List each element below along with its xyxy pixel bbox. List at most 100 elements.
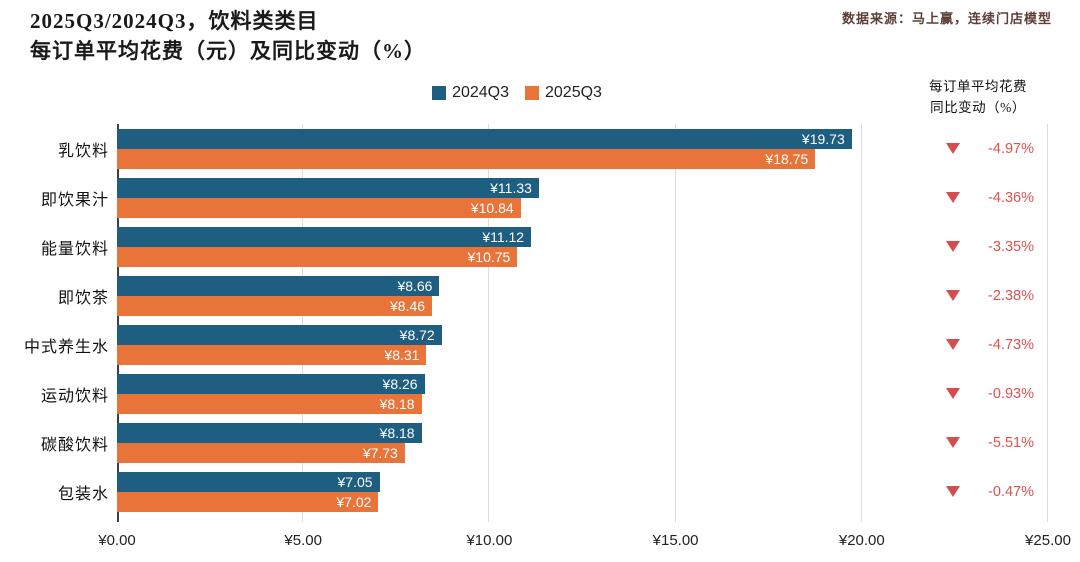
bar-row: ¥11.12 ¥10.75 -3.35% — [117, 222, 1048, 271]
bar-2024q3: ¥11.12 — [117, 226, 532, 247]
bar-2024q3: ¥8.66 — [117, 275, 440, 296]
bar-2024q3: ¥7.05 — [117, 471, 380, 492]
vertical-gridline — [488, 124, 490, 522]
legend-item-2025q3: 2025Q3 — [525, 84, 602, 102]
yoy-change-cell: -2.38% — [946, 271, 1034, 320]
bar-rows: ¥19.73 ¥18.75 -4.97% ¥11.33 ¥10.84 -4.36% ¥11.… — [117, 124, 1048, 516]
yoy-change-cell: -3.35% — [946, 222, 1034, 271]
x-axis: ¥0.00 ¥5.00 ¥10.00 ¥15.00 ¥20.00 ¥25.00 — [98, 522, 1071, 562]
yoy-change-cell: -5.51% — [946, 418, 1034, 467]
down-triangle-icon — [946, 241, 960, 252]
bar-2025q3: ¥10.75 — [117, 246, 518, 267]
bar-row: ¥7.05 ¥7.02 -0.47% — [117, 467, 1048, 516]
bar-value-label: ¥7.02 — [336, 493, 372, 510]
bar-value-label: ¥19.73 — [801, 130, 845, 147]
bar-value-label: ¥11.12 — [482, 228, 525, 245]
x-tick-label: ¥10.00 — [466, 532, 513, 549]
page-title: 2025Q3/2024Q3，饮料类类目 每订单平均花费（元）及同比变动（%） — [30, 6, 426, 66]
bar-2024q3: ¥11.33 — [117, 177, 539, 198]
bar-row: ¥8.26 ¥8.18 -0.93% — [117, 369, 1048, 418]
legend-item-label: 2025Q3 — [545, 84, 602, 101]
yoy-change-cell: -0.93% — [946, 369, 1034, 418]
category-label: 运动饮料 — [40, 387, 109, 405]
bar-2025q3: ¥8.31 — [117, 344, 427, 365]
category-label: 包装水 — [57, 485, 109, 503]
bar-value-label: ¥11.33 — [490, 179, 532, 196]
x-tick-label: ¥15.00 — [652, 532, 699, 549]
yoy-change-cell: -4.73% — [946, 320, 1034, 369]
bar-value-label: ¥18.75 — [765, 150, 809, 167]
yoy-column-header-line2: 同比变动（%） — [930, 100, 1026, 115]
bar-value-label: ¥8.72 — [399, 326, 435, 343]
bar-value-label: ¥7.73 — [362, 444, 398, 461]
data-source-note: 数据来源：马上赢，连续门店模型 — [841, 11, 1052, 26]
bar-2024q3: ¥8.18 — [117, 422, 422, 443]
category-label: 即饮果汁 — [40, 191, 109, 209]
plot-area: ¥19.73 ¥18.75 -4.97% ¥11.33 ¥10.84 -4.36% ¥11.… — [117, 124, 1048, 522]
bar-2024q3: ¥8.26 — [117, 373, 425, 394]
bar-2025q3: ¥7.73 — [117, 442, 405, 463]
bar-2025q3: ¥8.46 — [117, 295, 433, 316]
vertical-gridline — [302, 124, 304, 522]
yoy-change-value: -3.35% — [988, 238, 1034, 255]
category-label: 乳饮料 — [57, 142, 109, 160]
vertical-gridline — [860, 124, 862, 522]
yoy-change-value: -0.47% — [988, 483, 1034, 500]
bar-value-label: ¥10.75 — [467, 248, 511, 265]
bar-2025q3: ¥7.02 — [117, 491, 379, 512]
page-title-line1: 2025Q3/2024Q3，饮料类类目 — [30, 9, 319, 33]
bar-value-label: ¥8.18 — [379, 424, 415, 441]
bar-row: ¥11.33 ¥10.84 -4.36% — [117, 173, 1048, 222]
legend-swatch-icon — [525, 86, 539, 100]
yoy-column-header-line1: 每订单平均花费 — [929, 79, 1027, 94]
bar-value-label: ¥8.46 — [390, 297, 426, 314]
bar-row: ¥8.72 ¥8.31 -4.73% — [117, 320, 1048, 369]
bar-value-label: ¥8.18 — [379, 395, 415, 412]
bar-2024q3: ¥19.73 — [117, 128, 852, 149]
bar-2025q3: ¥18.75 — [117, 148, 816, 169]
yoy-change-cell: -0.47% — [946, 467, 1034, 516]
down-triangle-icon — [946, 192, 960, 203]
bar-value-label: ¥10.84 — [470, 199, 514, 216]
legend-item-2024q3: 2024Q3 — [432, 84, 509, 102]
vertical-gridline — [674, 124, 676, 522]
down-triangle-icon — [946, 143, 960, 154]
page-title-line2: 每订单平均花费（元）及同比变动（%） — [30, 39, 426, 63]
category-labels-column: 乳饮料即饮果汁能量饮料即饮茶中式养生水运动饮料碳酸饮料包装水 — [0, 124, 117, 522]
legend-item-label: 2024Q3 — [452, 84, 509, 101]
category-label: 中式养生水 — [23, 338, 109, 356]
down-triangle-icon — [946, 339, 960, 350]
yoy-column-header: 每订单平均花费 同比变动（%） — [898, 76, 1058, 118]
yoy-change-value: -4.36% — [988, 189, 1034, 206]
yoy-change-value: -4.73% — [988, 336, 1034, 353]
bar-row: ¥19.73 ¥18.75 -4.97% — [117, 124, 1048, 173]
bar-row: ¥8.66 ¥8.46 -2.38% — [117, 271, 1048, 320]
down-triangle-icon — [946, 437, 960, 448]
down-triangle-icon — [946, 486, 960, 497]
x-tick-label: ¥5.00 — [284, 532, 322, 549]
y-axis-baseline — [117, 124, 119, 522]
yoy-change-value: -0.93% — [988, 385, 1034, 402]
yoy-change-value: -4.97% — [988, 140, 1034, 157]
category-label: 能量饮料 — [40, 240, 109, 258]
bar-2025q3: ¥10.84 — [117, 197, 521, 218]
vertical-gridline — [1047, 124, 1048, 522]
x-tick-label: ¥25.00 — [1025, 532, 1071, 549]
category-label: 碳酸饮料 — [40, 436, 109, 454]
bar-value-label: ¥8.26 — [382, 375, 418, 392]
x-tick-label: ¥20.00 — [838, 532, 885, 549]
chart-legend: 2024Q3 2025Q3 — [117, 84, 917, 102]
bar-2025q3: ¥8.18 — [117, 393, 422, 414]
yoy-change-cell: -4.97% — [946, 124, 1034, 173]
yoy-change-cell: -4.36% — [946, 173, 1034, 222]
bar-chart: 乳饮料即饮果汁能量饮料即饮茶中式养生水运动饮料碳酸饮料包装水 ¥19.73 ¥18… — [0, 124, 1080, 562]
bar-row: ¥8.18 ¥7.73 -5.51% — [117, 418, 1048, 467]
bar-value-label: ¥7.05 — [337, 473, 373, 490]
category-label: 即饮茶 — [57, 289, 109, 307]
down-triangle-icon — [946, 388, 960, 399]
yoy-change-value: -5.51% — [988, 434, 1034, 451]
bar-value-label: ¥8.66 — [397, 277, 433, 294]
bar-2024q3: ¥8.72 — [117, 324, 442, 345]
bar-value-label: ¥8.31 — [384, 346, 420, 363]
